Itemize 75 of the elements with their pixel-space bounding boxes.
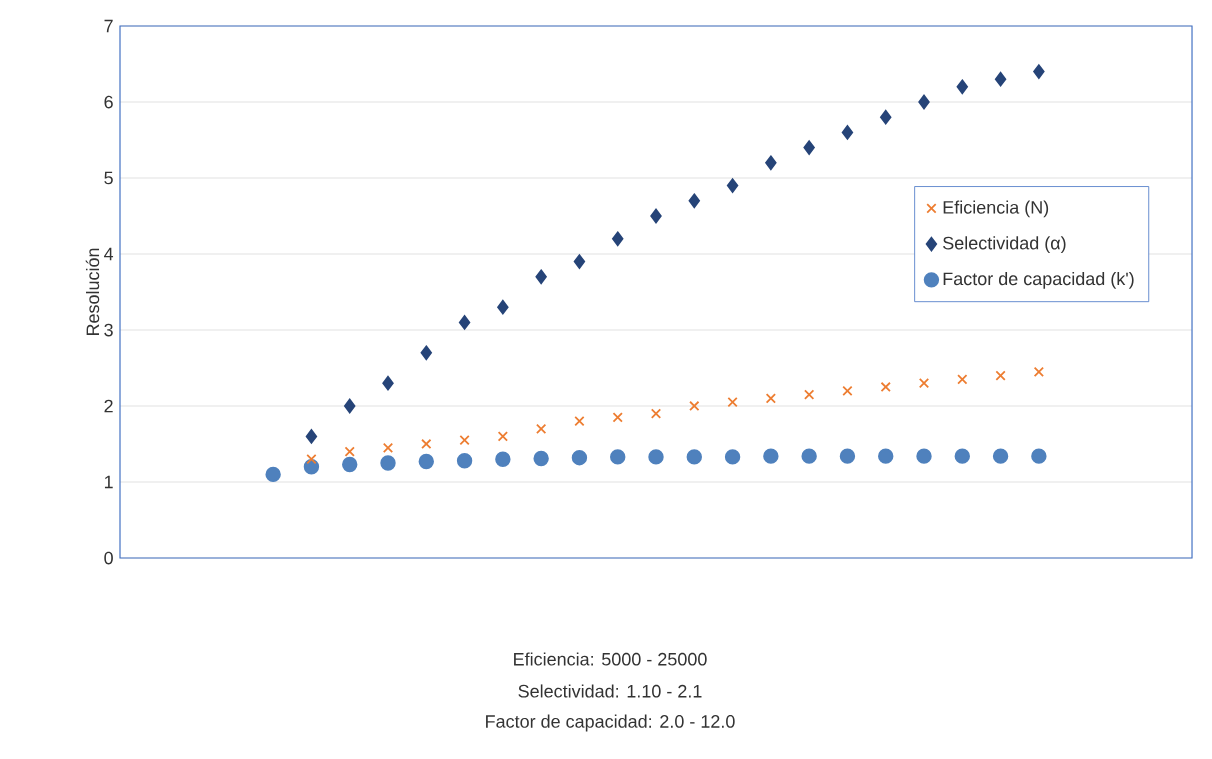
point (650, 408, 662, 419)
point (727, 397, 738, 408)
y-tick-label: 4 (104, 247, 114, 261)
point (956, 79, 968, 95)
point (648, 449, 664, 465)
point (801, 448, 817, 464)
point (573, 254, 586, 269)
point (954, 448, 970, 464)
point (382, 442, 394, 453)
point (344, 446, 355, 457)
point (916, 448, 932, 464)
point (533, 450, 549, 467)
point (497, 299, 509, 315)
point (420, 345, 432, 361)
point (574, 416, 585, 427)
legend-label: Selectividad (α) (943, 236, 1066, 254)
point (536, 423, 547, 434)
point (265, 466, 281, 483)
legend-label: Eficiencia (N) (943, 200, 1049, 218)
point (839, 448, 856, 464)
point (878, 448, 894, 464)
point (994, 71, 1007, 87)
point (1033, 366, 1045, 377)
point (765, 155, 777, 171)
y-axis-title: Resolución (85, 248, 100, 336)
point (342, 456, 358, 473)
y-tick-label: 5 (104, 171, 113, 185)
text: Selectividad: 1.10 - 2.1 (518, 684, 702, 698)
point (497, 431, 508, 442)
point (995, 370, 1006, 381)
point (726, 178, 739, 193)
point (765, 393, 777, 404)
point (380, 455, 396, 471)
text: Eficiencia: 5000 - 25000 (514, 652, 707, 666)
point (495, 451, 511, 467)
point (610, 449, 626, 465)
text: Factor de capacidad: 2.0 - 12.0 (486, 714, 735, 732)
point (571, 449, 588, 466)
y-tick-label: 3 (104, 323, 113, 337)
point (842, 385, 853, 396)
point (382, 375, 394, 391)
point (803, 140, 815, 155)
point (918, 378, 930, 389)
point (686, 449, 702, 465)
point (880, 381, 891, 393)
point (650, 208, 662, 224)
point (724, 449, 741, 465)
point (612, 412, 623, 423)
point (918, 94, 930, 110)
point (306, 454, 317, 465)
point (1031, 448, 1047, 464)
point (344, 398, 356, 414)
point (459, 435, 470, 446)
point (418, 453, 434, 470)
point (763, 448, 779, 464)
point (535, 269, 547, 285)
point (1033, 64, 1045, 79)
point (456, 453, 473, 469)
y-tick-label: 1 (104, 475, 113, 489)
y-tick-label: 0 (104, 551, 113, 565)
point (957, 374, 968, 385)
point (688, 193, 700, 209)
legend-label: Factor de capacidad (k') (943, 271, 1134, 289)
point (612, 231, 624, 247)
point (841, 125, 854, 140)
y-tick-label: 6 (104, 95, 113, 109)
point (305, 429, 318, 444)
y-tick-label: 7 (104, 19, 113, 33)
y-tick-label: 2 (104, 399, 113, 413)
point (880, 109, 892, 125)
point (458, 315, 471, 330)
point (689, 400, 700, 412)
point (804, 389, 815, 400)
point (421, 438, 432, 450)
point (992, 448, 1009, 464)
